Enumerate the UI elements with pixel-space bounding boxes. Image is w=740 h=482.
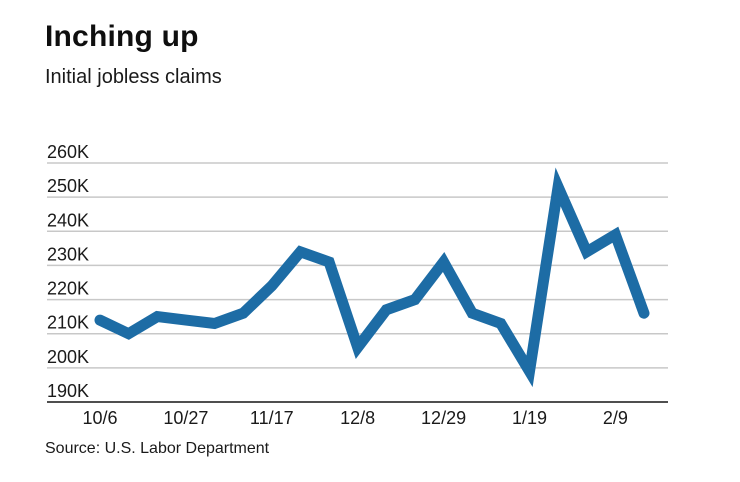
x-tick-label: 2/9 xyxy=(603,408,628,428)
x-tick-label: 1/19 xyxy=(512,408,547,428)
y-tick-label: 240K xyxy=(47,210,89,230)
y-tick-label: 260K xyxy=(47,142,89,162)
y-tick-label: 250K xyxy=(47,176,89,196)
x-tick-label: 12/29 xyxy=(421,408,466,428)
chart-subtitle: Initial jobless claims xyxy=(45,66,222,88)
x-axis-labels-group: 10/6 10/27 11/17 12/8 12/29 1/19 2/9 xyxy=(82,408,627,428)
x-tick-label: 11/17 xyxy=(250,408,294,428)
series-group xyxy=(94,167,650,388)
y-tick-label: 190K xyxy=(47,381,89,401)
y-tick-label: 210K xyxy=(47,313,89,333)
x-tick-label: 10/6 xyxy=(82,408,117,428)
x-tick-label: 12/8 xyxy=(340,408,375,428)
source-note: Source: U.S. Labor Department xyxy=(45,440,270,457)
page-title: Inching up xyxy=(45,20,199,53)
x-tick-label: 10/27 xyxy=(163,408,208,428)
y-tick-label: 220K xyxy=(47,279,89,299)
y-tick-label: 200K xyxy=(47,347,89,367)
gridlines-group xyxy=(47,162,668,403)
y-tick-label: 230K xyxy=(47,244,89,264)
claims-line-series xyxy=(94,167,650,388)
y-axis-labels-group: 260K 250K 240K 230K 220K 210K 200K 190K xyxy=(47,142,89,401)
